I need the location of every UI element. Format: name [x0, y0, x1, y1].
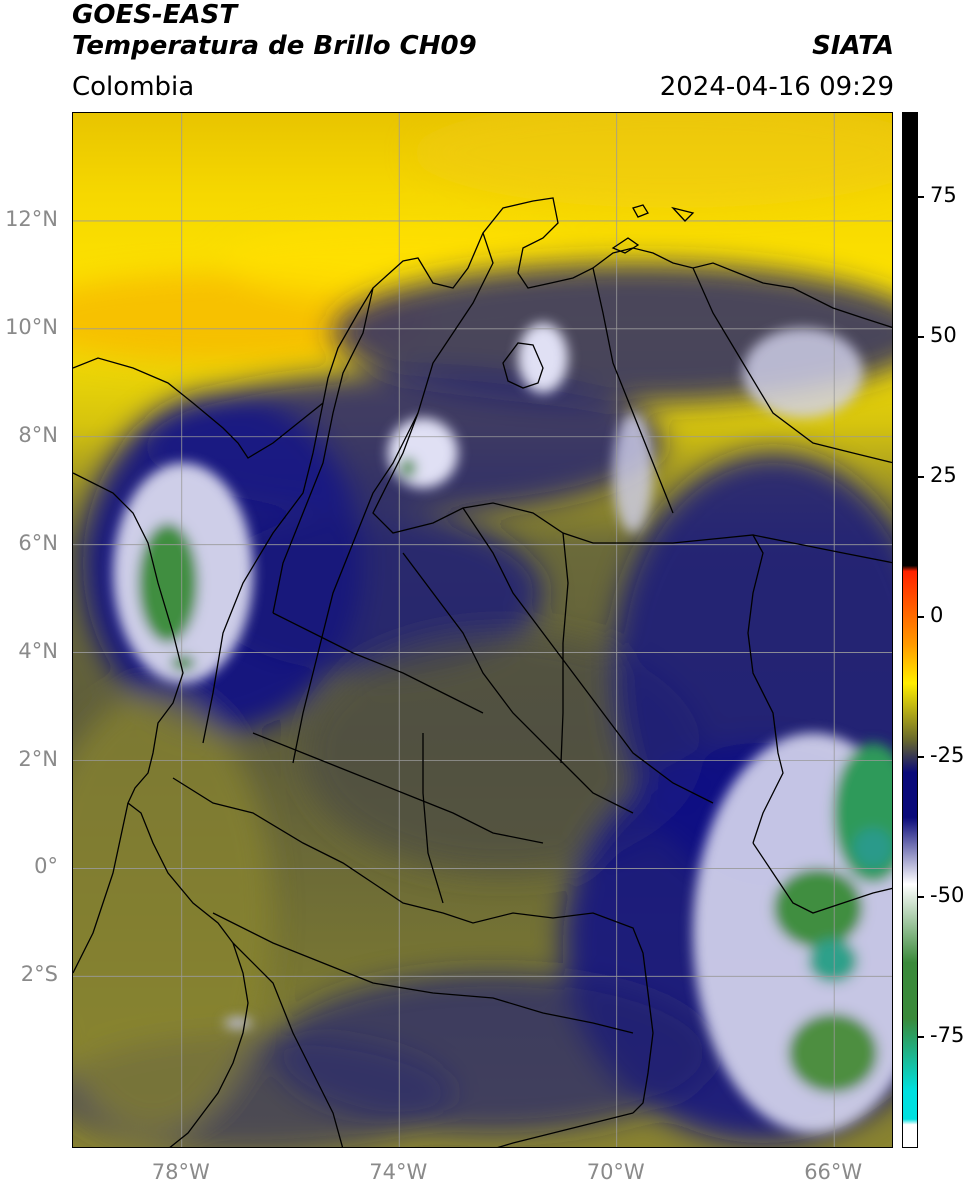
internal-dept-3 [292, 412, 419, 764]
venezuela-states-3 [752, 534, 892, 564]
internal-dept-4 [402, 552, 634, 814]
lat-tick-label: 12°N [5, 206, 58, 231]
colombia-venezuela-border [372, 232, 784, 844]
islands-2 [671, 206, 695, 222]
satellite-map [72, 112, 893, 1148]
lat-tick-label: 6°N [18, 530, 58, 555]
region-label: Colombia [72, 72, 195, 102]
colorbar-tick [918, 1036, 924, 1038]
lat-tick-label: 2°N [18, 746, 58, 771]
internal-dept-5 [462, 507, 714, 804]
colorbar-tick-label: 75 [930, 183, 957, 207]
internal-dept-7 [272, 612, 484, 714]
colorbar-tick [918, 476, 924, 478]
internal-dept-1 [202, 402, 324, 744]
coastlines-borders [73, 197, 892, 1147]
colorbar-tick-label: -25 [930, 743, 965, 767]
lat-tick-label: 4°N [18, 638, 58, 663]
brazil-border [752, 842, 892, 914]
internal-dept-10 [212, 912, 634, 1034]
lon-tick-label: 74°W [369, 1160, 428, 1184]
ecuador-interior [73, 802, 129, 974]
colorbar-tick-label: 0 [930, 603, 944, 627]
pacific-coast [73, 472, 249, 1147]
internal-dept-6 [560, 532, 569, 764]
venezuela-states-1 [592, 267, 674, 514]
lon-tick-label: 66°W [804, 1160, 863, 1184]
lon-tick-label: 78°W [151, 1160, 210, 1184]
maracaibo-lake [502, 342, 544, 389]
lat-tick-label: 10°N [5, 314, 58, 339]
ecuador-peru [232, 942, 344, 1147]
islands-1 [632, 204, 649, 218]
lat-tick-label: 0° [34, 854, 58, 879]
colorbar-tick [918, 756, 924, 758]
internal-dept-2 [272, 287, 374, 614]
colorbar-tick [918, 896, 924, 898]
caribbean-coast [73, 197, 892, 459]
map-canvas [73, 113, 892, 1147]
colorbar [902, 112, 918, 1148]
colorbar-tick-label: 50 [930, 323, 957, 347]
colorbar-tick-label: -50 [930, 883, 965, 907]
colorbar-tick-label: -75 [930, 1023, 965, 1047]
islands-3 [611, 237, 640, 254]
lat-tick-label: 8°N [18, 422, 58, 447]
lon-tick-label: 70°W [586, 1160, 645, 1184]
internal-dept-8 [252, 732, 544, 844]
colorbar-tick [918, 616, 924, 618]
gridlines [73, 113, 892, 1147]
colombia-peru-border [172, 777, 654, 1114]
colorbar-tick [918, 196, 924, 198]
lat-tick-label: 2°S [20, 962, 58, 987]
colorbar-tick-label: 25 [930, 463, 957, 487]
product-title: Temperatura de Brillo CH09 [72, 31, 477, 61]
satellite-title: GOES-EAST [72, 0, 238, 30]
peru-brazil [497, 1112, 634, 1147]
agency-label: SIATA [812, 31, 894, 61]
timestamp-label: 2024-04-16 09:29 [659, 72, 894, 102]
internal-dept-9 [422, 733, 444, 904]
colorbar-tick [918, 336, 924, 338]
venezuela-states-2 [692, 267, 892, 464]
cold-tops [113, 323, 892, 1133]
